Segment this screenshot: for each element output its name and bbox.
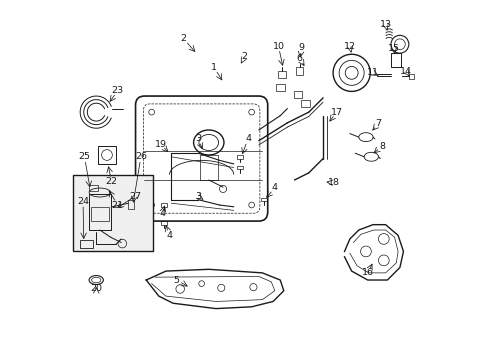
Text: 7: 7 xyxy=(375,119,381,128)
Text: 4: 4 xyxy=(271,183,277,192)
Text: 3: 3 xyxy=(195,134,201,143)
Text: 16: 16 xyxy=(361,268,373,277)
Bar xyxy=(295,67,303,75)
Text: 20: 20 xyxy=(90,284,102,293)
Text: 26: 26 xyxy=(135,152,146,161)
Bar xyxy=(200,155,217,180)
Text: 5: 5 xyxy=(173,275,179,284)
Bar xyxy=(293,91,302,98)
Text: 12: 12 xyxy=(343,41,355,50)
Text: 25: 25 xyxy=(78,152,90,161)
Text: 3: 3 xyxy=(195,192,201,201)
Text: 17: 17 xyxy=(330,108,342,117)
Text: 23: 23 xyxy=(111,86,123,95)
Bar xyxy=(408,73,413,79)
Text: 4: 4 xyxy=(244,134,250,143)
Bar xyxy=(390,53,400,67)
Bar xyxy=(98,146,116,164)
Text: 13: 13 xyxy=(379,20,391,29)
Bar xyxy=(237,166,242,169)
Text: 15: 15 xyxy=(387,44,399,53)
Text: 18: 18 xyxy=(327,178,339,187)
Bar xyxy=(91,207,108,221)
Text: 11: 11 xyxy=(366,68,378,77)
Text: 24: 24 xyxy=(77,197,89,206)
Text: 2: 2 xyxy=(241,52,247,61)
Bar xyxy=(73,175,153,251)
Bar xyxy=(80,240,93,248)
Text: 27: 27 xyxy=(129,192,141,201)
Bar xyxy=(261,198,266,202)
Text: 9: 9 xyxy=(298,43,304,52)
Text: 8: 8 xyxy=(378,141,384,150)
Text: 19: 19 xyxy=(154,140,166,149)
Bar xyxy=(161,221,166,225)
Text: 1: 1 xyxy=(211,63,217,72)
Bar xyxy=(128,200,134,208)
Bar xyxy=(277,71,285,78)
Text: 6: 6 xyxy=(296,54,302,63)
Text: 21: 21 xyxy=(111,201,123,210)
Text: 4: 4 xyxy=(166,231,172,240)
Text: 2: 2 xyxy=(181,35,186,44)
Bar xyxy=(300,100,309,107)
Bar xyxy=(161,203,166,207)
Text: 14: 14 xyxy=(399,67,411,76)
Text: 10: 10 xyxy=(272,41,284,50)
Bar xyxy=(275,84,284,91)
Bar xyxy=(237,155,242,158)
Bar xyxy=(89,194,110,230)
Text: 22: 22 xyxy=(105,177,118,186)
Bar xyxy=(89,185,98,191)
Text: 4: 4 xyxy=(159,210,165,219)
